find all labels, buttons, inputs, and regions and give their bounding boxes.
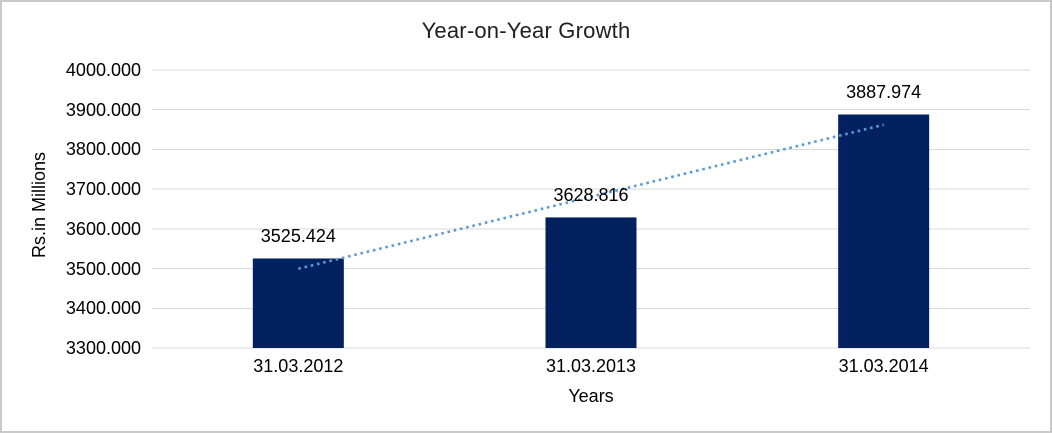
x-tick-label: 31.03.2014 (838, 356, 929, 376)
y-tick-label: 3300.000 (65, 338, 141, 358)
y-tick-label: 3800.000 (65, 139, 141, 160)
y-tick-label: 3400.000 (65, 298, 141, 319)
bar (838, 114, 930, 348)
y-tick-label: 3900.000 (65, 99, 141, 120)
x-tick-label: 31.03.2013 (545, 356, 637, 376)
y-tick-label: 3600.000 (65, 218, 141, 239)
y-tick-label: 4000.000 (65, 60, 141, 80)
bar (252, 258, 344, 348)
bar-data-label: 3628.816 (553, 185, 629, 206)
bar-data-label: 3525.424 (260, 226, 336, 247)
x-tick-label: 31.03.2012 (253, 356, 344, 376)
bar (545, 217, 637, 348)
y-tick-label: 3700.000 (65, 179, 141, 200)
chart-title: Year-on-Year Growth (421, 18, 631, 43)
x-axis-title: Years (568, 386, 614, 406)
bar-data-label: 3887.974 (846, 82, 922, 103)
trendline (298, 123, 884, 271)
y-tick-label: 3500.000 (65, 258, 141, 279)
